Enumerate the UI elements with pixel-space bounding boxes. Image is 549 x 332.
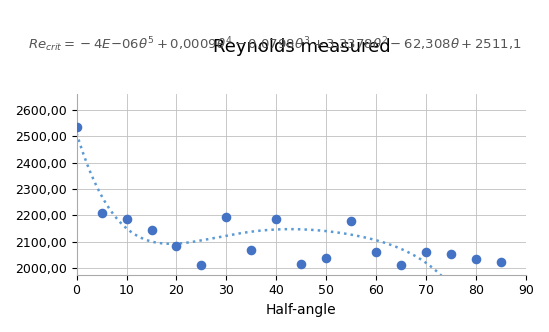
Point xyxy=(497,259,506,264)
Title: Reynolds measured: Reynolds measured xyxy=(212,38,390,56)
Point xyxy=(347,218,356,223)
Point xyxy=(97,210,106,215)
Point xyxy=(397,263,406,268)
Point xyxy=(172,243,181,248)
Point xyxy=(447,251,456,256)
Point xyxy=(122,217,131,222)
Point xyxy=(472,256,480,262)
Point xyxy=(322,255,330,260)
Point xyxy=(197,263,206,268)
Point xyxy=(297,262,306,267)
Point xyxy=(272,217,281,222)
Text: $\mathit{Re}_{\mathit{crit}}$$\mathit{= -4E{-}06\theta^5 + 0{,}0009\theta^4 - 0{: $\mathit{Re}_{\mathit{crit}}$$\mathit{= … xyxy=(27,36,522,54)
Point xyxy=(422,250,430,255)
Point xyxy=(372,250,380,255)
Point xyxy=(147,227,156,232)
Point xyxy=(247,247,256,252)
Point xyxy=(72,124,81,129)
Point xyxy=(222,214,231,219)
X-axis label: Half-angle: Half-angle xyxy=(266,303,337,317)
